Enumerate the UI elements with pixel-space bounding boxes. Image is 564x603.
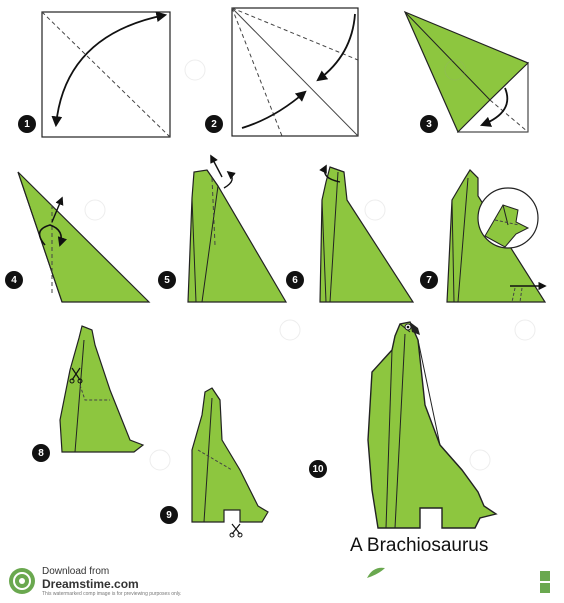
dreamstime-logo-icon: [9, 568, 35, 594]
step-6-number: 6: [286, 271, 304, 289]
diagram-caption: A Brachiosaurus: [350, 535, 489, 556]
step-1-diagram: [41, 11, 171, 138]
scissors-icon: [229, 523, 243, 538]
watermark: [84, 59, 536, 471]
step-7-number: 7: [420, 271, 438, 289]
step-2-diagram: [231, 7, 359, 137]
step-8-number: 8: [32, 444, 50, 462]
step-3-diagram: [403, 10, 530, 134]
step-6-diagram: [319, 164, 415, 303]
curved-arrow-icon: [38, 224, 67, 247]
step-10-number: 10: [309, 460, 327, 478]
curved-arrow-icon: [319, 164, 341, 183]
step-7-diagram: [446, 169, 547, 303]
scissors-icon: [69, 367, 83, 384]
step-4-number: 4: [5, 271, 23, 289]
curved-arrow-icon: [241, 90, 307, 129]
footer-leaf-icon: [367, 567, 385, 578]
footer-disclaimer: This watermarked comp image is for previ…: [42, 591, 182, 597]
footer-site-name[interactable]: Dreamstime.com: [42, 577, 139, 591]
footer-bar: [0, 560, 564, 603]
step-1-number: 1: [18, 115, 36, 133]
step-5-number: 5: [158, 271, 176, 289]
footer-badge-bottom: [540, 583, 550, 593]
footer-download-label: Download from: [42, 566, 110, 577]
step-4-diagram: [17, 171, 151, 303]
step-8-diagram: [59, 325, 145, 453]
step-10-diagram: [367, 321, 498, 529]
curved-arrow-icon: [223, 170, 236, 189]
curved-arrow-icon: [51, 11, 168, 128]
curved-arrow-icon: [479, 87, 509, 127]
step-5-diagram: [187, 154, 288, 303]
curved-arrow-icon: [316, 13, 356, 82]
step-2-number: 2: [205, 115, 223, 133]
footer-badge-top: [540, 571, 550, 581]
step-9-diagram: [191, 387, 269, 538]
step-9-number: 9: [160, 506, 178, 524]
step-3-number: 3: [420, 115, 438, 133]
eye-icon: [404, 323, 412, 331]
